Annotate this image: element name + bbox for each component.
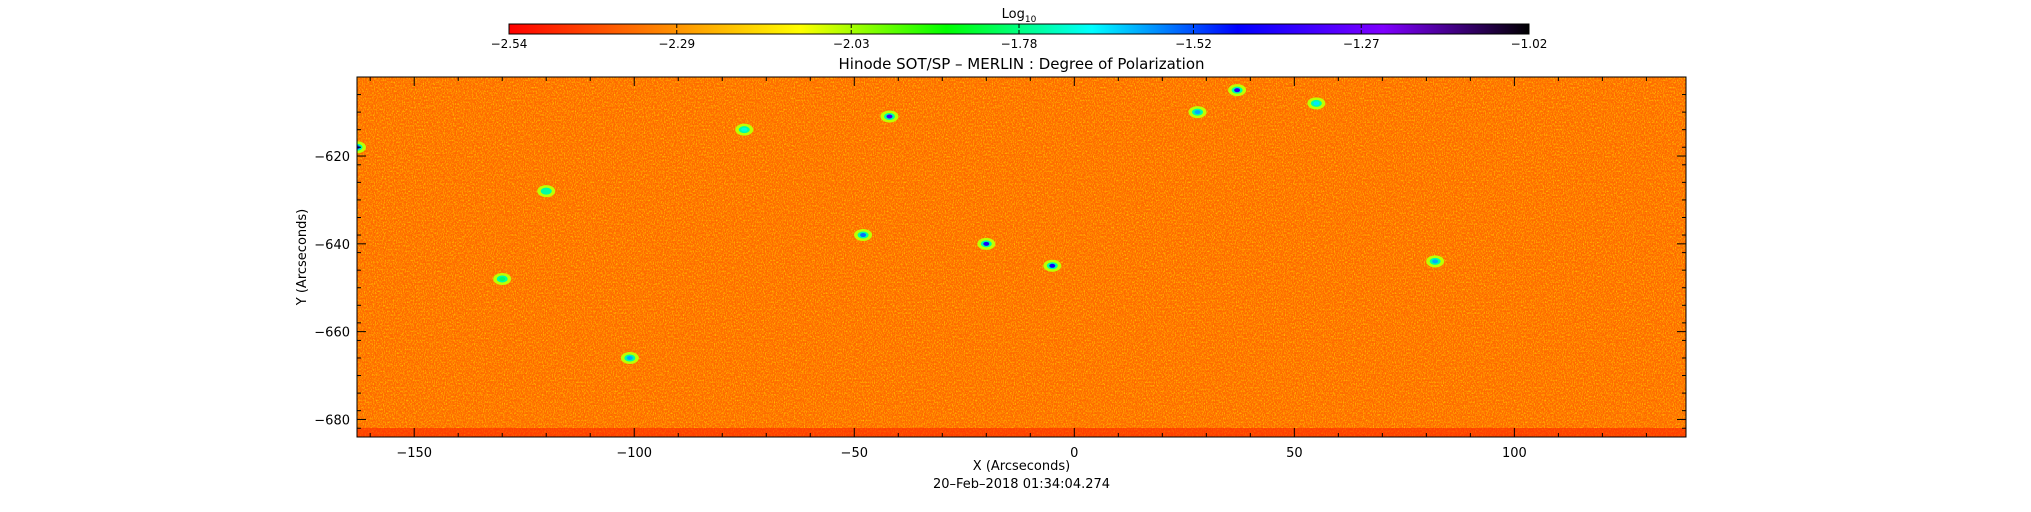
- heatmap-features: [357, 84, 1445, 364]
- y-tick-label: −680: [314, 413, 350, 428]
- feature-core: [1194, 110, 1201, 115]
- colorbar-tick-label: −2.54: [491, 37, 528, 51]
- feature-core: [499, 276, 506, 281]
- feature-core: [741, 127, 748, 132]
- feature-core: [1432, 259, 1439, 264]
- colorbar-tick-label: −2.29: [658, 37, 695, 51]
- y-tick-label: −620: [314, 150, 350, 165]
- colorbar-ticks: −2.54 −2.29 −2.03 −1.78 −1.52 −1.27 −1.02: [491, 24, 1548, 51]
- colorbar-tick-label: −1.52: [1175, 37, 1212, 51]
- colorbar-tick-label: −1.27: [1343, 37, 1380, 51]
- bottom-edge-strip: [357, 428, 1686, 437]
- chart-title: Hinode SOT/SP – MERLIN : Degree of Polar…: [839, 55, 1205, 73]
- feature-core: [1313, 101, 1320, 106]
- x-axis-ticks: −150 −100 −50 0 50 100: [369, 77, 1647, 461]
- colorbar-tick-label: −1.02: [1511, 37, 1548, 51]
- y-tick-label: −660: [314, 326, 350, 341]
- feature-core: [1234, 88, 1241, 93]
- feature-core: [886, 114, 893, 119]
- x-tick-label: 50: [1286, 446, 1303, 461]
- x-axis-label: X (Arcseconds): [973, 459, 1070, 474]
- x-tick-label: −50: [841, 446, 868, 461]
- feature-core: [860, 233, 867, 238]
- plot-frame: [356, 76, 1687, 438]
- colorbar: Log10 −2.54 −2.29 −2.03 −1.78 −1.52 −1.27 −1.0…: [491, 7, 1548, 51]
- colorbar-tick-label: −1.78: [1001, 37, 1038, 51]
- x-tick-label: 100: [1502, 446, 1527, 461]
- y-axis-label: Y (Arcseconds): [295, 209, 310, 306]
- feature-core: [1049, 263, 1056, 268]
- timestamp: 20–Feb–2018 01:34:04.274: [933, 477, 1110, 492]
- y-axis-ticks: −620 −640 −660 −680: [314, 94, 1686, 429]
- colorbar-label: Log10: [1002, 7, 1037, 25]
- feature-core: [543, 189, 550, 194]
- x-tick-label: −100: [616, 446, 652, 461]
- y-tick-label: −640: [314, 238, 350, 253]
- heatmap-texture-green: [357, 77, 1686, 437]
- feature-core: [626, 355, 633, 360]
- feature-core: [983, 241, 990, 246]
- x-tick-label: 0: [1070, 446, 1078, 461]
- heatmap-plot-area: −150 −100 −50 0 50 100 −620 −640 −660 −680: [314, 76, 1687, 461]
- x-tick-label: −150: [396, 446, 432, 461]
- colorbar-tick-label: −2.03: [833, 37, 870, 51]
